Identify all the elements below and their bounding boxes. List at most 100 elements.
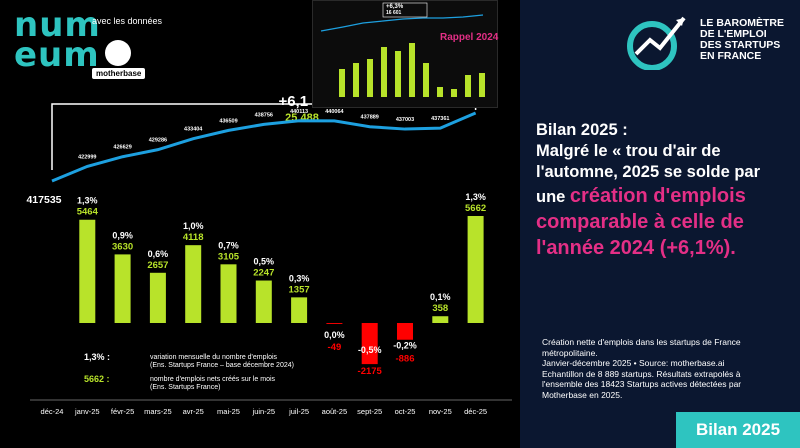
bar bbox=[291, 297, 308, 323]
heading-line: Bilan 2025 : bbox=[536, 121, 628, 139]
note-line: l'ensemble des 18423 Startups actives dé… bbox=[542, 379, 742, 389]
bar-pct-label: 0,3% bbox=[289, 273, 310, 283]
rappel-2024-inset bbox=[312, 0, 498, 108]
note-line: métropolitaine. bbox=[542, 347, 598, 358]
x-tick-label: août-25 bbox=[322, 407, 347, 416]
bar bbox=[326, 323, 343, 324]
heading-line: l'automne, 2025 se solde par bbox=[536, 163, 761, 181]
rappel-label: Rappel 2024 bbox=[440, 32, 499, 43]
motherbase-icon bbox=[105, 40, 131, 66]
x-tick-label: déc-25 bbox=[464, 407, 487, 416]
line-point-label: 437361 bbox=[431, 116, 449, 122]
barometre-title: LE BAROMÈTRE DE L'EMPLOI DES STARTUPS EN… bbox=[700, 18, 796, 62]
bilan-heading: Bilan 2025 : Malgré le « trou d'air de l… bbox=[536, 120, 792, 261]
barometre-line: DES STARTUPS bbox=[700, 39, 781, 51]
x-tick-label: avr-25 bbox=[183, 407, 204, 416]
legend-desc-line: variation mensuelle du nombre d'emplois bbox=[150, 354, 278, 361]
line-point-label: 437889 bbox=[361, 115, 379, 121]
bar bbox=[255, 280, 272, 323]
x-tick-label: sept-25 bbox=[357, 407, 382, 416]
bar bbox=[114, 254, 131, 323]
legend-desc-line: (Ens. Startups France – base décembre 20… bbox=[150, 362, 294, 369]
bar-pct-label: 1,3% bbox=[465, 192, 486, 202]
line-point-label: 440064 bbox=[325, 109, 344, 115]
line-point-label: 429286 bbox=[149, 138, 167, 144]
barometre-line: LE BAROMÈTRE bbox=[700, 17, 784, 29]
line-point-label: 433404 bbox=[184, 127, 203, 133]
numeum-logo: num eum bbox=[14, 8, 100, 75]
line-point-label: 436509 bbox=[219, 118, 237, 124]
note-line: Création nette d'emplois dans les startu… bbox=[542, 337, 741, 347]
avec-les-donnees: avec les données bbox=[92, 16, 163, 26]
bar-value-label: 3630 bbox=[112, 241, 133, 252]
heading-highlight: l'année 2024 (+6,1%). bbox=[536, 237, 736, 259]
x-tick-label: janv-25 bbox=[74, 407, 100, 416]
employment-line bbox=[51, 111, 477, 183]
x-tick-label: oct-25 bbox=[395, 407, 416, 416]
bar bbox=[467, 216, 484, 323]
bar-value-label: 2657 bbox=[147, 260, 168, 271]
line-point-label: 440113 bbox=[290, 109, 308, 115]
bar-value-label: 2247 bbox=[253, 268, 274, 279]
source-notes: Création nette d'emplois dans les startu… bbox=[542, 337, 792, 400]
bar-value-label: 358 bbox=[432, 303, 448, 314]
bar bbox=[220, 264, 237, 323]
bar-pct-label: 0,5% bbox=[254, 257, 275, 267]
legend-desc-line: (Ens. Startups France) bbox=[150, 384, 221, 391]
right-panel bbox=[520, 0, 800, 448]
bar-value-label: -2175 bbox=[358, 366, 383, 377]
x-tick-label: déc-24 bbox=[41, 407, 64, 416]
x-tick-label: mai-25 bbox=[217, 407, 240, 416]
bar bbox=[432, 316, 449, 323]
rappel-header-pct: +6,3% bbox=[386, 4, 404, 10]
heading-highlight: comparable à celle de bbox=[536, 211, 744, 233]
line-point-label: 437003 bbox=[396, 117, 414, 123]
barometre-line: DE L'EMPLOI bbox=[700, 28, 767, 40]
legend-desc-value: nombre d'emplois nets créés sur le mois … bbox=[150, 376, 275, 392]
line-point-label: 426629 bbox=[113, 145, 131, 151]
bar-value-label: -49 bbox=[328, 342, 342, 353]
bar-pct-label: -0,2% bbox=[393, 341, 417, 351]
heading-highlight: création d'emplois bbox=[569, 185, 746, 207]
bilan-2025-badge: Bilan 2025 bbox=[676, 412, 800, 448]
logo-line-2: eum bbox=[14, 35, 100, 75]
barometre-line: EN FRANCE bbox=[700, 50, 762, 62]
legend-key-value: 5662 : bbox=[84, 374, 110, 384]
bar-value-label: 3105 bbox=[218, 251, 240, 262]
x-tick-label: nov-25 bbox=[429, 407, 452, 416]
rappel-inset-chart bbox=[320, 2, 485, 97]
note-line: Echantillon de 8 889 startups. Résultats… bbox=[542, 368, 741, 379]
x-tick-label: févr-25 bbox=[111, 407, 134, 416]
bar-value-label: 5464 bbox=[77, 207, 99, 218]
bar bbox=[79, 219, 96, 323]
bar-pct-label: 0,0% bbox=[324, 330, 345, 340]
legend-desc-line: nombre d'emplois nets créés sur le mois bbox=[150, 376, 276, 383]
bar-value-label: -886 bbox=[395, 354, 414, 365]
line-point-label: 417535 bbox=[26, 194, 61, 206]
bar-pct-label: -0,5% bbox=[358, 345, 382, 355]
legend-desc-pct: variation mensuelle du nombre d'emplois … bbox=[150, 354, 294, 370]
heading-line: Malgré le « trou d'air de bbox=[536, 142, 721, 160]
bar-pct-label: 0,1% bbox=[430, 292, 451, 302]
note-line: Janvier-décembre 2025 • Source: motherba… bbox=[542, 358, 725, 368]
rappel-header-value: 16 601 bbox=[386, 10, 402, 16]
note-line: Motherbase en 2025. bbox=[542, 389, 623, 400]
bar bbox=[397, 323, 413, 340]
x-tick-label: mars-25 bbox=[144, 407, 172, 416]
bar bbox=[149, 272, 166, 323]
line-point-label: 422999 bbox=[78, 154, 96, 160]
bar-pct-label: 1,0% bbox=[183, 221, 204, 231]
bar-pct-label: 1,3% bbox=[77, 196, 98, 206]
heading-prefix: une bbox=[536, 188, 570, 206]
bar-pct-label: 0,6% bbox=[148, 249, 169, 259]
bar bbox=[185, 245, 202, 323]
bar-pct-label: 0,7% bbox=[218, 240, 239, 250]
barometre-gauge-icon bbox=[627, 16, 686, 70]
x-tick-label: juil-25 bbox=[288, 407, 309, 416]
legend-key-pct: 1,3% : bbox=[84, 352, 111, 362]
bar-value-label: 1357 bbox=[289, 284, 310, 295]
x-tick-label: juin-25 bbox=[252, 407, 276, 416]
bar-value-label: 4118 bbox=[183, 232, 204, 243]
bar-pct-label: 0,9% bbox=[112, 230, 133, 240]
